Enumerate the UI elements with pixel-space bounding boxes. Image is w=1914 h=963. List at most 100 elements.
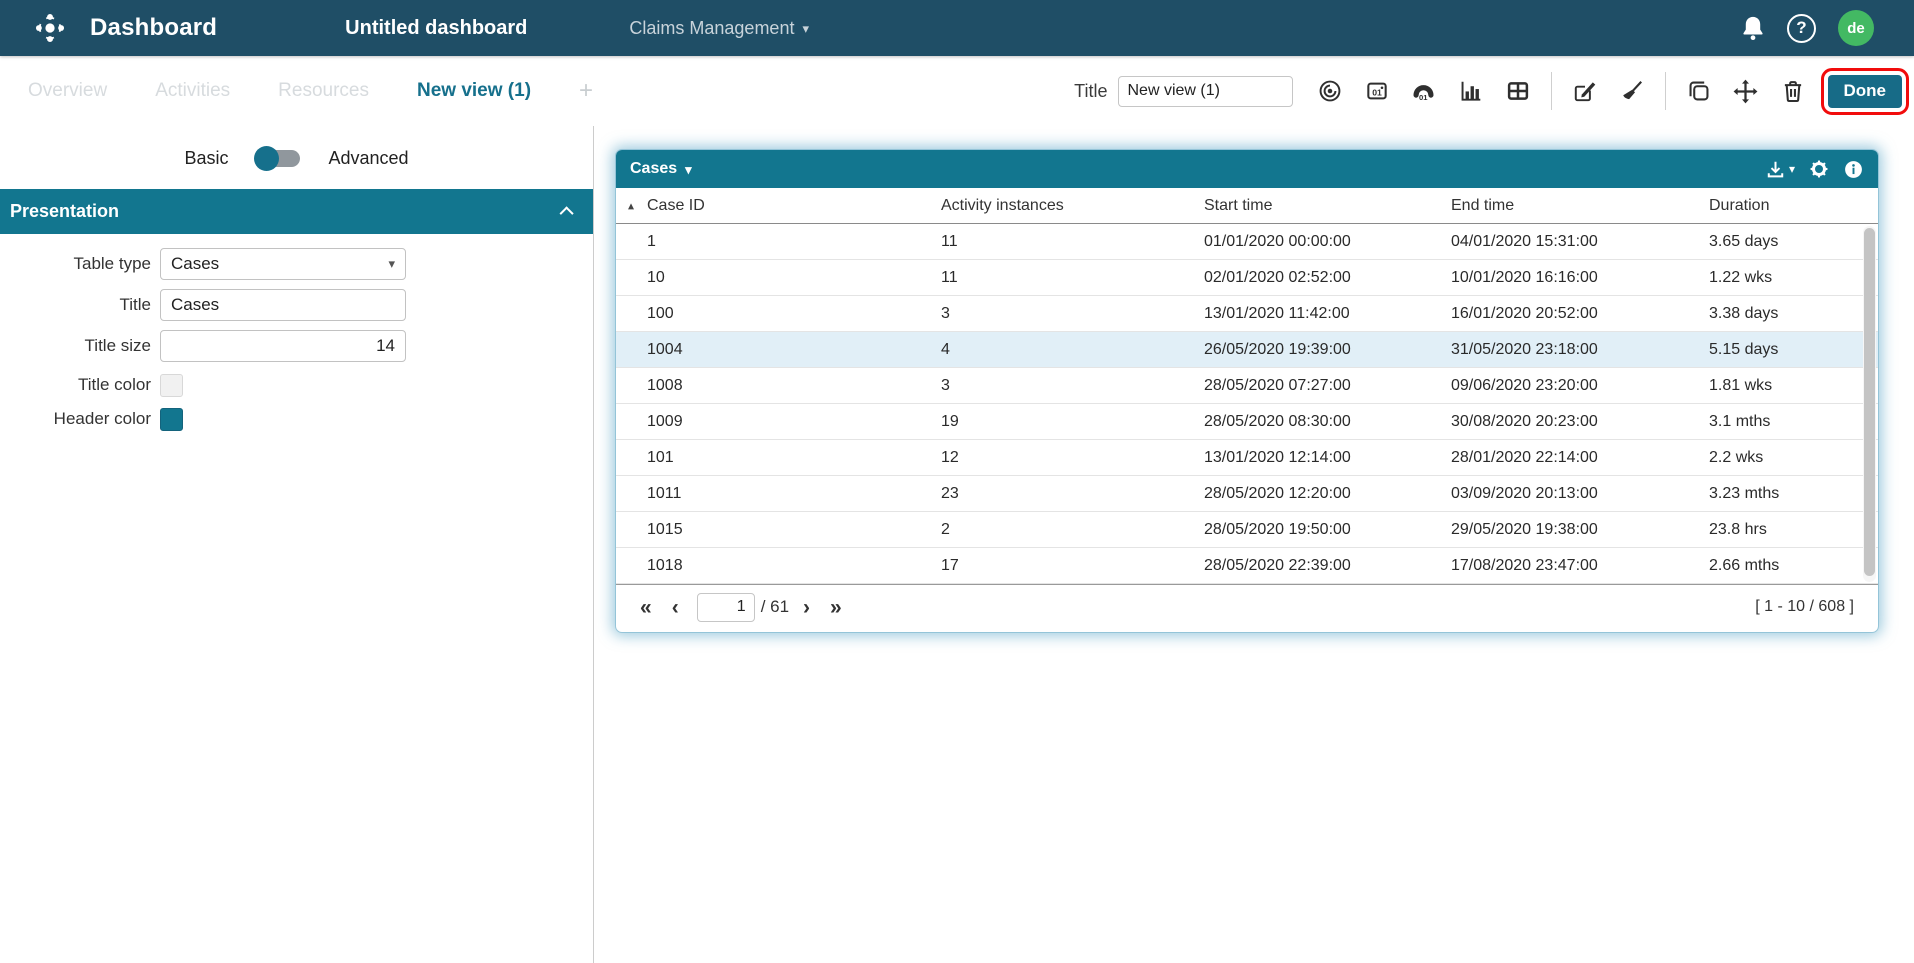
table-row[interactable]: 1004 4 26/05/2020 19:39:00 31/05/2020 23:18… [616,332,1878,368]
toolbar-divider [1550,72,1552,110]
scrollbar-thumb[interactable] [1864,228,1875,576]
table-cell: 12 [941,448,959,466]
table-cell: 28/05/2020 19:50:00 [1204,520,1351,538]
table-cell: 3.1 mths [1709,412,1771,430]
toggle-knob [254,146,280,171]
table-cell: 3 [941,304,950,322]
table-cell: 28/05/2020 12:20:00 [1204,484,1351,502]
table-cell: 28/05/2020 22:39:00 [1204,556,1351,574]
table-cell: 17 [941,556,959,574]
table-row[interactable]: 1015 2 28/05/2020 19:50:00 29/05/2020 19:38… [616,512,1878,548]
table-cell: 09/06/2020 23:20:00 [1451,376,1598,394]
tab-new-view[interactable]: New view (1) [416,80,532,101]
table-cell: 10/01/2020 16:16:00 [1451,268,1598,286]
column-header-end-time[interactable]: End time [1451,196,1515,214]
dashboard-canvas: Cases ▾ ▾ [595,126,1914,963]
table-row[interactable]: 1 11 01/01/2020 00:00:00 04/01/2020 15:31:0… [616,224,1878,260]
done-button[interactable]: Done [1827,74,1902,108]
next-page-button[interactable]: › [803,595,811,619]
mode-toggle-row: Basic Advanced [0,126,593,189]
table-cell: 1015 [647,520,683,538]
copy-icon[interactable] [1680,72,1718,110]
table-cell: 3.65 days [1709,232,1779,250]
table-cell: 2 [941,520,950,538]
dashboard-name: Untitled dashboard [345,16,528,39]
bar-chart-icon[interactable] [1452,72,1490,110]
help-icon[interactable]: ? [1787,13,1816,43]
table-cell: 28/05/2020 07:27:00 [1204,376,1351,394]
header-color-label: Header color [53,409,151,428]
table-cell: 23 [941,484,959,502]
content-area: Basic Advanced Presentation Table type C… [0,126,1914,963]
table-body: 1 11 01/01/2020 00:00:00 04/01/2020 15:31:0… [616,224,1878,584]
presentation-section-header[interactable]: Presentation [0,189,593,234]
gauge-chart-icon[interactable]: 01 [1405,72,1443,110]
advanced-mode-label: Advanced [328,148,409,168]
table-cell: 2.66 mths [1709,556,1780,574]
delete-trash-icon[interactable] [1774,72,1812,110]
column-header-duration[interactable]: Duration [1709,196,1770,214]
table-row[interactable]: 100 3 13/01/2020 11:42:00 16/01/2020 20:52:… [616,296,1878,332]
table-row[interactable]: 101 12 13/01/2020 12:14:00 28/01/2020 22:14… [616,440,1878,476]
table-row[interactable]: 1008 3 28/05/2020 07:27:00 09/06/2020 23:20… [616,368,1878,404]
table-cell: 11 [941,232,958,250]
last-page-button[interactable]: » [830,595,842,619]
table-cell: 3 [941,376,950,394]
table-cell: 28/01/2020 22:14:00 [1451,448,1598,466]
column-header-activity-instances[interactable]: Activity instances [941,196,1064,214]
table-cell: 1009 [647,412,683,430]
title-label: Title [1074,80,1108,101]
table-cell: 1018 [647,556,683,574]
view-title-input[interactable] [1117,75,1293,107]
done-button-highlight: Done [1820,67,1909,115]
chevron-down-icon: ▾ [1788,162,1795,176]
info-icon[interactable] [1843,159,1864,180]
edit-icon[interactable] [1566,72,1604,110]
dial-chart-icon[interactable] [1311,72,1349,110]
first-page-button[interactable]: « [640,595,652,619]
title-size-input[interactable] [160,330,406,362]
notifications-bell-icon[interactable] [1741,15,1765,41]
table-scrollbar[interactable] [1863,226,1876,582]
table-cell: 1.81 wks [1709,376,1773,394]
chevron-down-icon: ▾ [802,20,809,36]
table-cell: 10 [647,268,665,286]
add-view-button[interactable]: + [579,77,594,104]
table-chart-icon[interactable] [1499,72,1537,110]
column-header-case-id[interactable]: Case ID [647,196,705,214]
clear-broom-icon[interactable] [1613,72,1651,110]
table-row[interactable]: 10 11 02/01/2020 02:52:00 10/01/2020 16:16:… [616,260,1878,296]
sort-ascending-icon[interactable]: ▴ [628,197,635,212]
cases-table-widget[interactable]: Cases ▾ ▾ [616,150,1878,632]
basic-mode-label: Basic [184,148,229,168]
column-header-start-time[interactable]: Start time [1204,196,1273,214]
gear-icon[interactable] [1809,159,1829,179]
table-cell: 100 [647,304,674,322]
table-row[interactable]: 1018 17 28/05/2020 22:39:00 17/08/2020 23:4… [616,548,1878,584]
tab-activities[interactable]: Activities [155,80,231,101]
widget-title-dropdown[interactable]: Cases ▾ [630,160,692,177]
table-cell: 29/05/2020 19:38:00 [1451,520,1598,538]
basic-advanced-toggle[interactable] [254,146,301,171]
title-color-label: Title color [77,375,151,394]
table-cell: 26/05/2020 19:39:00 [1204,340,1351,358]
table-row[interactable]: 1009 19 28/05/2020 08:30:00 30/08/2020 20:2… [616,404,1878,440]
page-number-input[interactable] [696,592,755,622]
log-selector-dropdown[interactable]: Claims Management ▾ [629,17,809,38]
table-row[interactable]: 1011 23 28/05/2020 12:20:00 03/09/2020 20:1… [616,476,1878,512]
header-color-swatch[interactable] [160,407,183,431]
widget-title-input[interactable] [160,289,406,321]
user-avatar[interactable]: de [1838,10,1874,46]
move-icon[interactable] [1727,72,1765,110]
download-icon[interactable]: ▾ [1765,159,1795,180]
number-chart-icon[interactable]: 01 [1358,72,1396,110]
table-cell: 31/05/2020 23:18:00 [1451,340,1598,358]
tab-resources[interactable]: Resources [278,80,369,101]
tab-overview[interactable]: Overview [28,80,108,101]
title-color-swatch[interactable] [160,373,183,397]
table-cell: 101 [647,448,674,466]
table-type-select[interactable]: Cases ▾ [160,248,406,280]
previous-page-button[interactable]: ‹ [671,595,679,619]
toolbar-divider [1664,72,1666,110]
table-cell: 01/01/2020 00:00:00 [1204,232,1351,250]
